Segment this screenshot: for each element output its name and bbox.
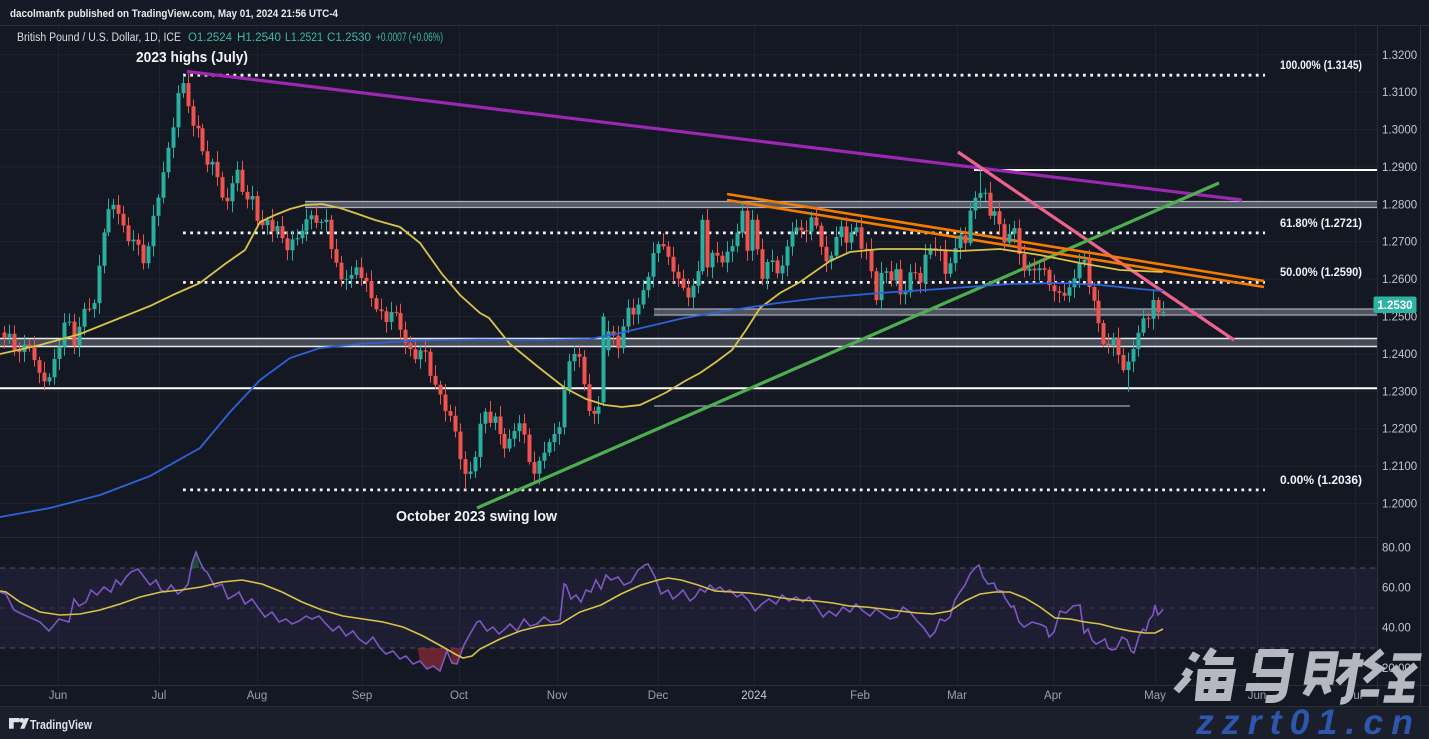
svg-text:British Pound / U.S. Dollar, 1: British Pound / U.S. Dollar, 1D, ICE: [17, 32, 181, 44]
svg-text:C1.2530: C1.2530: [327, 32, 371, 44]
svg-text:60.00: 60.00: [1382, 583, 1411, 595]
svg-text:zzrt01.cn: zzrt01.cn: [1195, 703, 1421, 739]
svg-text:2023 highs (July): 2023 highs (July): [136, 49, 248, 66]
svg-text:1.2600: 1.2600: [1382, 274, 1417, 286]
svg-text:1.2000: 1.2000: [1382, 498, 1417, 510]
svg-text:Dec: Dec: [648, 690, 669, 702]
svg-text:1.2900: 1.2900: [1382, 162, 1417, 174]
svg-text:1.3100: 1.3100: [1382, 87, 1417, 99]
svg-text:1.2200: 1.2200: [1382, 424, 1417, 436]
svg-text:Aug: Aug: [247, 690, 267, 702]
svg-text:Feb: Feb: [850, 690, 870, 702]
svg-text:2024: 2024: [741, 690, 767, 702]
svg-text:O1.2524: O1.2524: [188, 32, 233, 44]
svg-text:1.3200: 1.3200: [1382, 50, 1417, 62]
svg-text:Jun: Jun: [49, 690, 68, 702]
svg-text:1.2500: 1.2500: [1382, 312, 1417, 324]
svg-text:61.80% (1.2721): 61.80% (1.2721): [1280, 216, 1362, 230]
svg-text:0.00% (1.2036): 0.00% (1.2036): [1280, 473, 1362, 487]
svg-text:Mar: Mar: [947, 690, 967, 702]
svg-text:TradingView: TradingView: [30, 718, 92, 732]
svg-text:Sep: Sep: [352, 690, 372, 702]
svg-text:May: May: [1144, 690, 1166, 702]
svg-text:H1.2540: H1.2540: [237, 32, 281, 44]
svg-text:Oct: Oct: [450, 690, 469, 702]
svg-text:100.00% (1.3145): 100.00% (1.3145): [1280, 58, 1362, 72]
svg-text:October 2023 swing low: October 2023 swing low: [396, 508, 557, 525]
svg-text:1.2100: 1.2100: [1382, 461, 1417, 473]
svg-text:1.3000: 1.3000: [1382, 125, 1417, 137]
svg-text:1.2530: 1.2530: [1377, 300, 1412, 312]
svg-text:+0.0007 (+0.06%): +0.0007 (+0.06%): [376, 32, 443, 44]
svg-text:Apr: Apr: [1044, 690, 1062, 702]
svg-text:1.2400: 1.2400: [1382, 349, 1417, 361]
svg-text:1.2700: 1.2700: [1382, 237, 1417, 249]
svg-text:Jul: Jul: [152, 690, 167, 702]
svg-text:40.00: 40.00: [1382, 623, 1411, 635]
svg-text:80.00: 80.00: [1382, 543, 1411, 555]
svg-text:dacolmanfx published on Tradin: dacolmanfx published on TradingView.com,…: [10, 8, 339, 20]
svg-text:1.2800: 1.2800: [1382, 199, 1417, 211]
svg-text:L1.2521: L1.2521: [285, 32, 323, 44]
svg-text:50.00% (1.2590): 50.00% (1.2590): [1280, 265, 1362, 279]
svg-text:Jun: Jun: [1248, 690, 1267, 702]
svg-text:1.2300: 1.2300: [1382, 386, 1417, 398]
svg-text:Nov: Nov: [547, 690, 568, 702]
